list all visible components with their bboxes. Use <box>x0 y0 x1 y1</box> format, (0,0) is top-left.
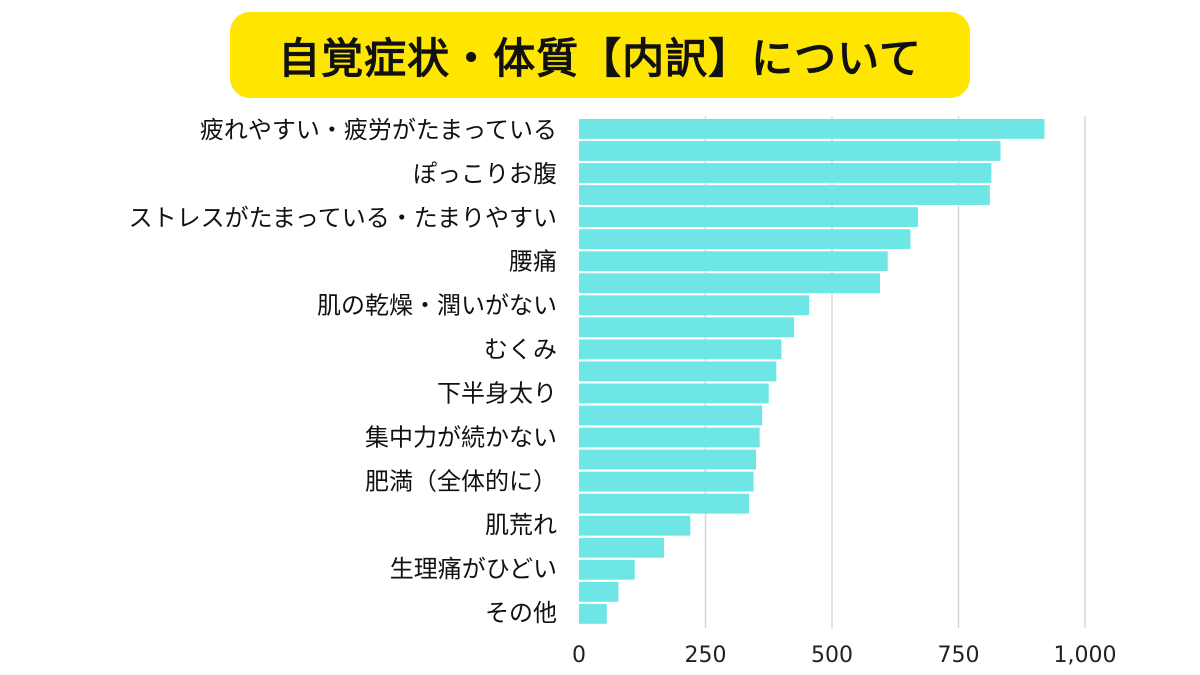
chart-title-box: 自覚症状・体質【内訳】について <box>230 12 970 98</box>
bar-5 <box>579 207 919 228</box>
bar-7 <box>579 251 888 272</box>
bar-22 <box>579 581 619 602</box>
category-label-7: 下半身太り <box>437 379 557 407</box>
bar-2 <box>579 141 1001 161</box>
bar-15 <box>579 427 760 448</box>
bar-16 <box>579 449 757 470</box>
bar-1 <box>579 119 1045 139</box>
category-label-10: 肌荒れ <box>485 511 557 539</box>
bar-12 <box>579 361 777 382</box>
bar-6 <box>579 229 911 250</box>
category-label-4: 腰痛 <box>509 248 557 276</box>
category-label-11: 生理痛がひどい <box>390 555 557 583</box>
chart-title: 自覚症状・体質【内訳】について <box>278 33 922 83</box>
category-label-12: その他 <box>485 599 557 627</box>
bar-21 <box>579 559 635 580</box>
category-label-9: 肥満（全体的に） <box>365 467 557 495</box>
bar-13 <box>579 383 769 404</box>
category-label-3: ストレスがたまっている・たまりやすい <box>129 204 557 232</box>
category-label-1: 疲れやすい・疲労がたまっている <box>200 116 557 144</box>
bar-4 <box>579 185 990 205</box>
bar-10 <box>579 317 795 338</box>
category-label-6: むくみ <box>484 336 557 364</box>
category-label-5: 肌の乾燥・潤いがない <box>317 292 557 320</box>
bar-23 <box>579 603 607 624</box>
bar-3 <box>579 163 992 183</box>
bar-14 <box>579 405 763 426</box>
bar-8 <box>579 273 881 294</box>
category-label-8: 集中力が続かない <box>365 423 557 451</box>
bar-11 <box>579 339 782 360</box>
bar-18 <box>579 493 750 514</box>
bar-17 <box>579 471 754 492</box>
bar-9 <box>579 295 810 316</box>
x-tick-label-1000: 1,000 <box>1054 643 1117 668</box>
x-tick-label-0: 0 <box>572 643 586 668</box>
x-tick-label-250: 250 <box>685 643 727 668</box>
bar-20 <box>579 537 665 558</box>
x-tick-label-750: 750 <box>938 643 980 668</box>
bar-19 <box>579 515 691 536</box>
x-tick-label-500: 500 <box>811 643 853 668</box>
category-label-2: ぽっこりお腹 <box>413 160 557 188</box>
